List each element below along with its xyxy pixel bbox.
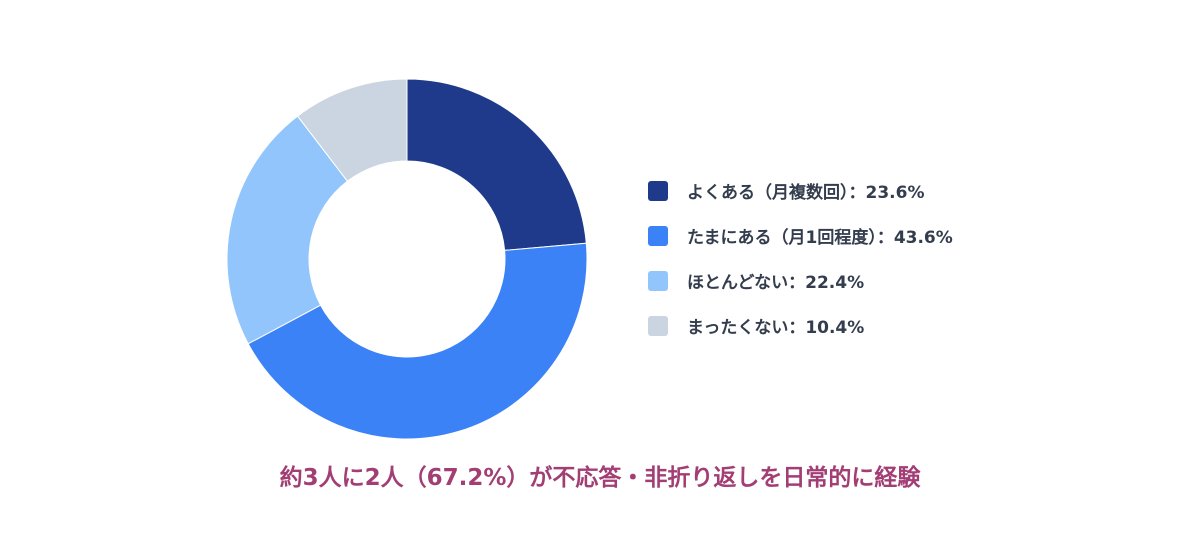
legend-item-often: よくある（月複数回）：23.6% (648, 168, 1068, 213)
legend-swatch-often (648, 180, 668, 201)
legend-item-rarely: ほとんどない：22.4% (648, 258, 1068, 303)
legend-label-rarely: ほとんどない：22.4% (687, 273, 865, 293)
legend-label-sometimes: たまにある（月1回程度）：43.6% (687, 228, 953, 248)
legend-item-sometimes: たまにある（月1回程度）：43.6% (648, 213, 1068, 258)
legend-label-never: まったくない：10.4% (687, 318, 865, 338)
legend-swatch-never (648, 315, 668, 336)
chart-legend: よくある（月複数回）：23.6% たまにある（月1回程度）：43.6% ほとんど… (648, 168, 1068, 348)
donut-slice-sometimes (247, 242, 588, 440)
legend-item-never: まったくない：10.4% (648, 303, 1068, 348)
donut-slice-often (406, 78, 587, 251)
legend-swatch-sometimes (648, 225, 668, 246)
chart-caption: 約3人に2人（67.2%）が不応答・非折り返しを日常的に経験 (279, 465, 921, 491)
legend-swatch-rarely (648, 270, 668, 291)
donut-slice-rarely (226, 115, 349, 345)
donut-slice-never (296, 78, 408, 182)
legend-label-often: よくある（月複数回）：23.6% (687, 183, 925, 203)
